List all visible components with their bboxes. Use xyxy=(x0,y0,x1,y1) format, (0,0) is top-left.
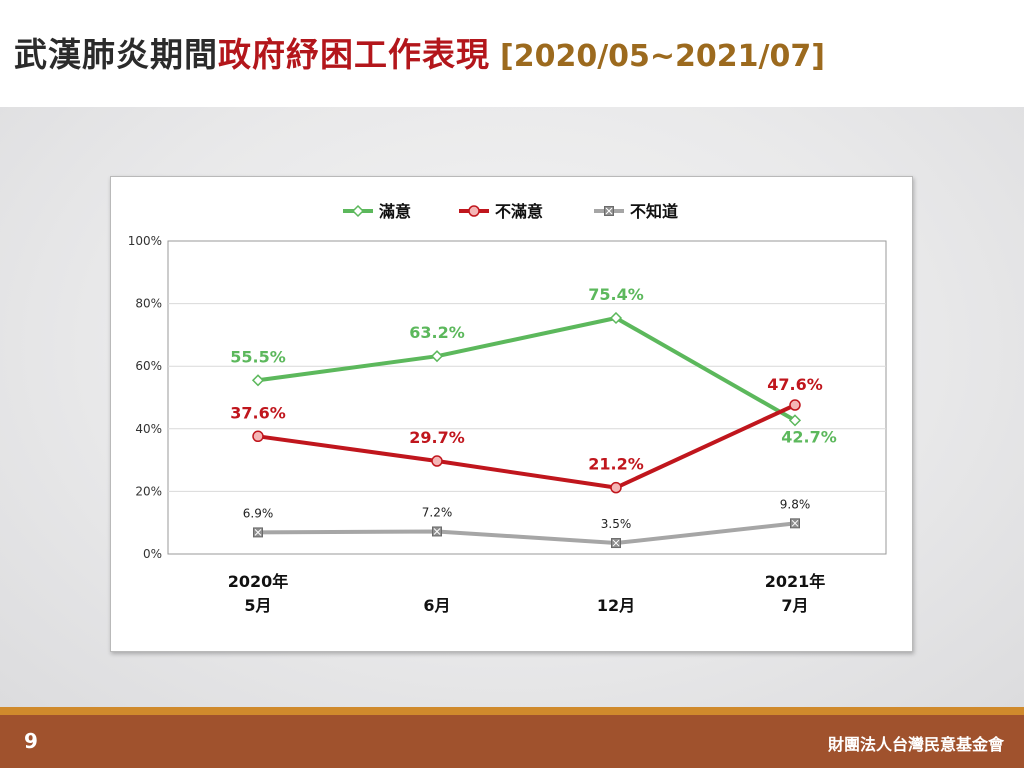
data-label: 47.6% xyxy=(767,375,823,394)
legend-marker-cross xyxy=(605,207,613,215)
x-tick-label-year: 2020年 xyxy=(228,572,289,591)
data-point xyxy=(251,374,265,387)
data-point-cross xyxy=(791,519,799,527)
data-point-cross xyxy=(254,529,262,536)
data-point xyxy=(609,311,623,325)
x-tick-label-year: 2021年 xyxy=(765,572,826,591)
series-line xyxy=(257,315,796,423)
legend-label: 不滿意 xyxy=(495,202,543,221)
legend-label: 滿意 xyxy=(379,202,411,221)
data-point xyxy=(430,350,444,363)
data-label: 42.7% xyxy=(781,427,837,446)
y-tick-label: 60% xyxy=(135,359,162,373)
x-tick-label-month: 12月 xyxy=(597,596,635,615)
x-tick-label-month: 5月 xyxy=(244,596,271,615)
y-tick-label: 0% xyxy=(143,547,162,561)
y-tick-label: 40% xyxy=(135,422,162,436)
slide-title: 武漢肺炎期間政府紓困工作表現 [2020/05~2021/07] xyxy=(14,28,825,88)
series-line xyxy=(257,521,796,546)
data-point-cross xyxy=(433,528,441,535)
data-label: 21.2% xyxy=(588,455,644,474)
data-label: 55.5% xyxy=(230,347,286,366)
x-tick-label-month: 7月 xyxy=(781,596,808,615)
title-part-2: 政府紓困工作表現 xyxy=(218,35,490,74)
data-point xyxy=(252,430,264,443)
legend-marker xyxy=(351,204,365,218)
organization-name: 財團法人台灣民意基金會 xyxy=(827,735,1004,754)
data-label: 9.8% xyxy=(780,497,811,511)
series-line xyxy=(257,403,796,490)
data-label: 63.2% xyxy=(409,323,465,342)
footer-bar: 9 財團法人台灣民意基金會 xyxy=(0,715,1024,768)
y-tick-label: 100% xyxy=(128,234,162,248)
data-point xyxy=(789,399,801,411)
data-point xyxy=(431,455,443,467)
page-number: 9 xyxy=(24,729,38,753)
footer-accent-line xyxy=(0,707,1024,715)
chart-panel: 0% 20% 40% 60% 80% 100% 2020年 5月 6月 12月 2021年 7月 滿意 不… xyxy=(110,176,913,652)
data-label: 37.6% xyxy=(230,403,286,422)
data-label: 3.5% xyxy=(601,517,632,531)
title-period: [2020/05~2021/07] xyxy=(500,39,825,74)
y-tick-label: 80% xyxy=(135,297,162,311)
data-point-cross xyxy=(612,539,620,547)
x-tick-label-month: 6月 xyxy=(423,596,450,615)
title-part-1: 武漢肺炎期間 xyxy=(14,35,218,74)
data-label: 29.7% xyxy=(409,428,465,447)
line-chart: 0% 20% 40% 60% 80% 100% 2020年 5月 6月 12月 2021年 7月 滿意 不… xyxy=(128,202,887,615)
data-point xyxy=(788,414,802,427)
y-tick-label: 20% xyxy=(135,484,162,498)
data-label: 75.4% xyxy=(588,285,644,304)
data-point xyxy=(610,481,622,494)
plot-area xyxy=(167,240,887,555)
data-label: 7.2% xyxy=(422,505,453,519)
legend-label: 不知道 xyxy=(630,202,678,221)
data-label: 6.9% xyxy=(243,506,274,520)
legend-marker xyxy=(468,205,480,217)
